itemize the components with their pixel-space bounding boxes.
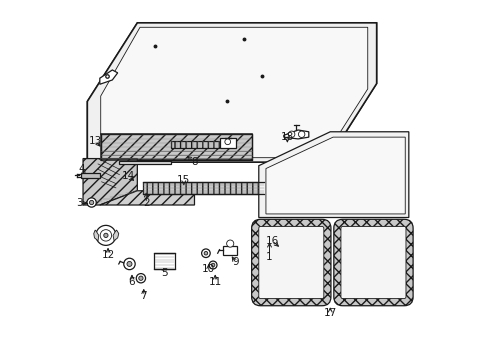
Polygon shape — [283, 130, 308, 139]
Text: 18: 18 — [280, 132, 293, 142]
Polygon shape — [113, 230, 119, 241]
Circle shape — [96, 225, 116, 246]
Circle shape — [224, 139, 230, 145]
Circle shape — [201, 249, 210, 257]
Polygon shape — [94, 230, 99, 241]
Text: 13: 13 — [88, 136, 102, 146]
Text: 1: 1 — [265, 252, 272, 262]
Circle shape — [136, 274, 145, 283]
Polygon shape — [87, 23, 376, 162]
Text: 2: 2 — [142, 198, 149, 208]
FancyBboxPatch shape — [340, 226, 405, 298]
Text: 10: 10 — [202, 264, 215, 274]
Circle shape — [226, 240, 233, 247]
Polygon shape — [258, 132, 408, 217]
Circle shape — [87, 198, 96, 207]
Text: 11: 11 — [208, 277, 222, 287]
Text: 15: 15 — [177, 175, 190, 185]
Text: 7: 7 — [140, 291, 147, 301]
Circle shape — [123, 258, 135, 270]
Polygon shape — [265, 137, 405, 214]
Polygon shape — [101, 134, 251, 160]
Circle shape — [298, 131, 304, 138]
Text: 14: 14 — [122, 171, 135, 181]
Polygon shape — [223, 246, 237, 255]
Text: 8: 8 — [191, 157, 198, 167]
Polygon shape — [100, 70, 118, 84]
Circle shape — [89, 201, 94, 204]
Polygon shape — [81, 173, 100, 178]
FancyBboxPatch shape — [251, 219, 330, 306]
Text: 17: 17 — [323, 308, 336, 318]
Polygon shape — [154, 253, 175, 269]
Text: 16: 16 — [265, 236, 279, 246]
Text: 6: 6 — [128, 277, 135, 287]
Text: 5: 5 — [161, 268, 167, 278]
Polygon shape — [119, 161, 171, 164]
Text: 12: 12 — [101, 250, 114, 260]
Text: 4: 4 — [79, 164, 85, 174]
Polygon shape — [171, 141, 219, 148]
Polygon shape — [220, 138, 235, 148]
Polygon shape — [83, 158, 137, 205]
Circle shape — [139, 276, 143, 280]
FancyBboxPatch shape — [258, 226, 323, 298]
Circle shape — [127, 261, 132, 266]
Circle shape — [209, 261, 217, 269]
FancyBboxPatch shape — [333, 219, 412, 306]
Polygon shape — [87, 23, 376, 162]
Polygon shape — [101, 27, 367, 158]
Circle shape — [288, 131, 294, 138]
Polygon shape — [142, 182, 264, 194]
Circle shape — [211, 263, 214, 267]
Circle shape — [103, 233, 108, 238]
Polygon shape — [100, 191, 194, 205]
Text: 3: 3 — [76, 198, 82, 208]
Circle shape — [100, 230, 111, 241]
Text: 9: 9 — [232, 257, 239, 267]
Circle shape — [203, 251, 207, 255]
